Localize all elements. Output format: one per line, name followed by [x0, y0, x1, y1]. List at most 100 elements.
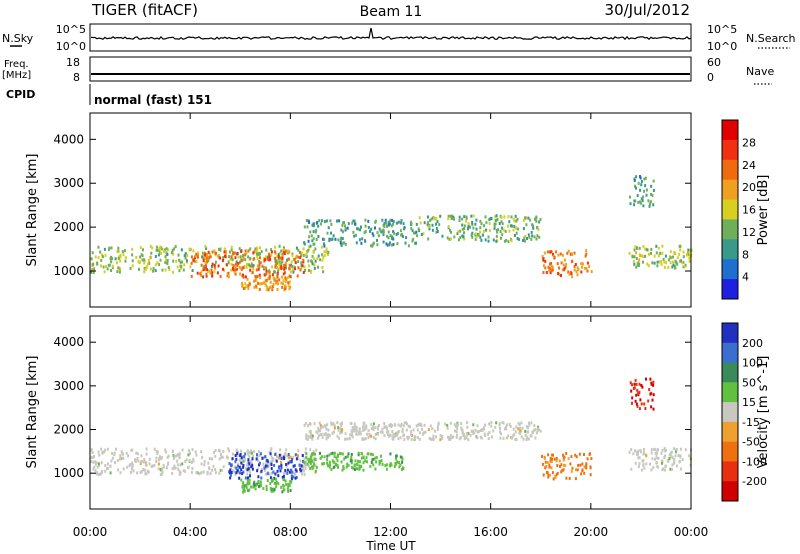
- echo-cell: [304, 466, 307, 470]
- colorbar-tick-label: 8: [742, 248, 749, 261]
- echo-cell: [266, 270, 269, 274]
- echo-cell: [485, 221, 488, 225]
- echo-cell: [470, 429, 473, 433]
- echo-cell: [233, 270, 236, 274]
- echo-cell: [360, 241, 363, 245]
- echo-cell: [360, 452, 363, 456]
- echo-cell: [672, 263, 675, 267]
- echo-cell: [312, 452, 315, 456]
- echo-cell: [511, 436, 513, 440]
- echo-cell: [230, 248, 233, 252]
- echo-cell: [162, 250, 165, 254]
- echo-cell: [671, 265, 674, 269]
- echo-cell: [380, 230, 383, 234]
- echo-cell: [326, 454, 329, 458]
- echo-cell: [436, 427, 439, 431]
- echo-cell: [504, 427, 507, 431]
- y-tick-label: 4000: [53, 132, 84, 146]
- echo-cell: [231, 452, 234, 456]
- echo-cell: [300, 261, 303, 265]
- echo-cell: [312, 250, 315, 254]
- echo-cell: [330, 452, 333, 455]
- echo-cell: [214, 454, 217, 458]
- echo-cell: [461, 428, 464, 432]
- echo-cell: [323, 432, 326, 436]
- echo-cell: [378, 460, 381, 464]
- echo-cell: [668, 453, 671, 457]
- echo-cell: [207, 466, 210, 470]
- echo-cell: [460, 422, 463, 425]
- echo-cell: [586, 261, 589, 265]
- echo-cell: [652, 380, 655, 384]
- echo-cell: [240, 258, 243, 262]
- echo-cell: [387, 433, 389, 437]
- echo-cell: [325, 427, 328, 431]
- echo-cell: [366, 460, 368, 464]
- echo-cell: [503, 239, 506, 243]
- echo-cell: [679, 248, 682, 252]
- echo-cell: [236, 450, 239, 454]
- echo-cell: [333, 451, 336, 455]
- echo-cell: [148, 462, 151, 466]
- echo-cell: [650, 192, 653, 196]
- echo-cell: [579, 463, 582, 467]
- echo-cell: [415, 222, 418, 226]
- echo-cell: [327, 428, 330, 432]
- echo-cell: [534, 217, 537, 221]
- echo-cell: [135, 256, 138, 259]
- echo-cell: [396, 460, 399, 464]
- echo-cell: [508, 422, 511, 426]
- echo-cell: [395, 433, 398, 437]
- echo-cell: [530, 421, 533, 425]
- echo-cell: [396, 242, 399, 246]
- echo-cell: [645, 193, 648, 197]
- echo-cell: [532, 226, 535, 230]
- echo-cell: [356, 462, 359, 466]
- echo-cell: [276, 469, 279, 473]
- echo-cell: [471, 220, 474, 224]
- echo-cell: [330, 222, 333, 226]
- echo-cell: [510, 239, 513, 243]
- echo-cell: [236, 251, 239, 255]
- echo-cell: [187, 466, 189, 470]
- colorbar-tick-label: 20: [742, 181, 756, 194]
- echo-cell: [117, 266, 120, 270]
- colorbar-segment: [722, 179, 738, 201]
- echo-cell: [289, 470, 291, 474]
- echo-cell: [234, 454, 237, 457]
- echo-cell: [452, 216, 455, 219]
- echo-cell: [487, 239, 490, 243]
- echo-cell: [556, 262, 559, 266]
- echo-cell: [274, 453, 277, 456]
- x-tick-label: 20:00: [574, 525, 609, 539]
- echo-cell: [499, 230, 502, 233]
- echo-cell: [681, 458, 684, 462]
- echo-cell: [402, 466, 404, 470]
- echo-cell: [269, 285, 272, 289]
- echo-cell: [251, 457, 254, 461]
- echo-cell: [358, 238, 361, 242]
- echo-cell: [508, 229, 511, 233]
- echo-cell: [382, 233, 385, 237]
- nave-label: Nave: [746, 65, 774, 78]
- echo-cell: [370, 423, 373, 426]
- echo-cell: [236, 451, 239, 455]
- echo-cell: [635, 186, 637, 190]
- echo-cell: [176, 459, 179, 463]
- echo-cell: [269, 280, 272, 284]
- echo-cell: [412, 237, 415, 241]
- echo-cell: [205, 246, 208, 250]
- echo-cell: [141, 254, 144, 258]
- echo-cell: [250, 451, 253, 455]
- echo-cell: [247, 255, 250, 259]
- echo-cell: [205, 274, 208, 278]
- echo-cell: [374, 456, 377, 460]
- echo-cell: [102, 265, 105, 269]
- echo-cell: [129, 463, 132, 467]
- echo-cell: [504, 229, 507, 233]
- echo-cell: [230, 245, 233, 249]
- echo-cell: [302, 469, 305, 473]
- echo-cell: [565, 263, 568, 266]
- echo-cell: [495, 214, 498, 218]
